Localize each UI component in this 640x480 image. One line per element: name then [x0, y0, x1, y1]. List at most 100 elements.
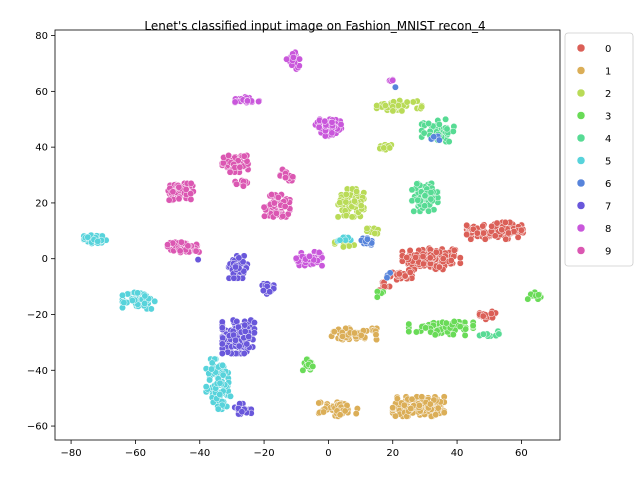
- data-point: [282, 174, 289, 182]
- data-point: [141, 300, 149, 307]
- data-point: [426, 254, 434, 262]
- data-point: [435, 120, 443, 128]
- data-point: [498, 226, 506, 234]
- data-point: [413, 180, 421, 188]
- data-point: [306, 252, 313, 260]
- data-point: [235, 254, 243, 262]
- legend-marker: [576, 43, 586, 53]
- data-point: [421, 192, 429, 200]
- series-7: [194, 252, 278, 418]
- data-point: [425, 207, 433, 215]
- y-tick-label: 20: [35, 198, 48, 209]
- data-point: [261, 212, 268, 220]
- data-point: [336, 236, 344, 244]
- data-point: [216, 391, 224, 398]
- data-point: [206, 376, 214, 384]
- data-point: [535, 291, 542, 299]
- data-point: [342, 190, 350, 198]
- data-point: [279, 212, 287, 220]
- data-point: [514, 233, 522, 241]
- data-point: [439, 255, 447, 263]
- legend-label: 2: [605, 89, 611, 100]
- data-point: [463, 221, 471, 229]
- data-point: [351, 197, 358, 205]
- data-point: [480, 229, 488, 237]
- x-tick-label: −20: [254, 448, 275, 459]
- data-point: [238, 408, 246, 416]
- data-point: [408, 186, 416, 194]
- data-point: [219, 371, 227, 379]
- data-point: [239, 182, 247, 190]
- data-point: [405, 320, 413, 328]
- data-point: [272, 209, 280, 217]
- data-point: [456, 254, 464, 262]
- data-point: [337, 121, 345, 128]
- data-point: [389, 76, 397, 84]
- data-point: [235, 342, 243, 350]
- data-point: [435, 263, 443, 271]
- data-point: [479, 312, 487, 320]
- data-point: [341, 407, 349, 415]
- data-point: [334, 213, 342, 221]
- data-point: [449, 127, 457, 135]
- legend-marker: [576, 156, 586, 165]
- data-point: [230, 274, 238, 282]
- data-point: [442, 115, 450, 123]
- data-point: [208, 365, 215, 373]
- data-point: [219, 361, 227, 369]
- data-point: [328, 118, 336, 126]
- data-point: [461, 331, 469, 339]
- data-point: [274, 193, 282, 201]
- data-point: [177, 238, 185, 246]
- data-point: [328, 129, 336, 137]
- x-axis: −80 −60 −40 −20 0 20 40 60: [61, 440, 528, 459]
- legend-marker: [576, 88, 586, 98]
- data-point: [488, 222, 496, 230]
- data-point: [289, 53, 297, 61]
- data-point: [442, 319, 450, 327]
- legend-label: 0: [605, 44, 611, 55]
- data-point: [255, 98, 263, 105]
- data-point: [449, 331, 457, 339]
- points-layer: [80, 48, 545, 420]
- x-tick-label: −80: [61, 448, 82, 459]
- legend-label: 1: [605, 67, 611, 78]
- data-point: [407, 405, 415, 412]
- legend-marker: [576, 111, 586, 120]
- data-point: [405, 328, 413, 336]
- data-point: [493, 219, 501, 227]
- data-point: [164, 241, 172, 249]
- data-point: [175, 195, 183, 203]
- data-point: [406, 268, 414, 276]
- data-point: [315, 249, 323, 256]
- data-point: [241, 327, 249, 335]
- data-point: [352, 410, 360, 418]
- data-point: [419, 253, 427, 260]
- x-tick-label: 60: [515, 448, 528, 459]
- data-point: [268, 191, 276, 199]
- data-point: [231, 98, 239, 106]
- data-point: [336, 199, 344, 207]
- data-point: [524, 295, 532, 303]
- data-point: [450, 246, 458, 254]
- data-point: [283, 55, 291, 63]
- data-point: [241, 321, 249, 329]
- chart-title: Lenet's classified input image on Fashio…: [144, 19, 485, 33]
- data-point: [342, 212, 350, 220]
- data-point: [479, 330, 487, 338]
- data-point: [232, 336, 239, 344]
- data-point: [383, 274, 391, 282]
- data-point: [202, 383, 210, 391]
- x-tick-label: −40: [189, 448, 210, 459]
- data-point: [315, 399, 323, 407]
- data-point: [380, 144, 388, 152]
- data-point: [487, 310, 495, 318]
- data-point: [192, 247, 200, 255]
- series-4: [408, 115, 503, 340]
- x-tick-label: 0: [325, 448, 331, 459]
- series-1: [315, 324, 448, 420]
- legend-marker: [576, 66, 586, 75]
- data-point: [422, 324, 430, 332]
- data-point: [419, 260, 427, 268]
